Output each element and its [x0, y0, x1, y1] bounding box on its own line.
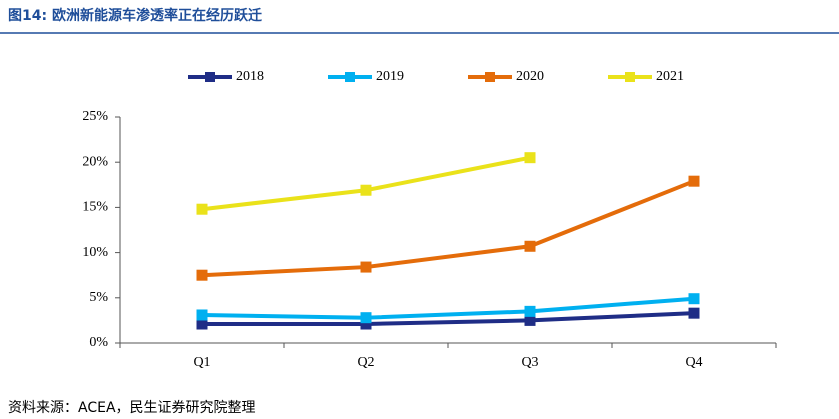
series-line — [201, 179, 695, 278]
series-line — [201, 155, 531, 212]
legend-label: 2020 — [516, 69, 544, 84]
source-note: 资料来源：ACEA，民生证券研究院整理 — [8, 400, 256, 416]
legend-label: 2019 — [376, 69, 404, 84]
point-marker — [360, 261, 372, 273]
point-marker — [524, 240, 536, 252]
point-marker — [360, 312, 372, 324]
legend-marker — [485, 72, 495, 82]
point-marker — [196, 318, 208, 330]
point-marker — [196, 203, 208, 215]
point-marker — [360, 318, 372, 330]
chart-title: 图14: 欧洲新能源车渗透率正在经历跃迁 — [8, 7, 262, 24]
legend-marker — [205, 72, 215, 82]
point-marker — [196, 269, 208, 281]
y-tick-label: 20% — [82, 154, 108, 169]
legend-marker — [625, 72, 635, 82]
legend-label: 2018 — [236, 69, 264, 84]
legend-marker — [345, 72, 355, 82]
y-tick-label: 25% — [82, 109, 108, 124]
y-tick-label: 5% — [89, 290, 108, 305]
point-marker — [688, 293, 700, 305]
y-tick-label: 0% — [89, 335, 108, 350]
x-tick-label: Q2 — [357, 355, 374, 370]
point-marker — [524, 314, 536, 326]
point-marker — [196, 309, 208, 321]
point-marker — [688, 175, 700, 187]
point-marker — [524, 152, 536, 164]
x-tick-label: Q3 — [521, 355, 538, 370]
y-tick-label: 15% — [82, 200, 108, 215]
series-line — [201, 296, 695, 320]
point-marker — [688, 307, 700, 319]
x-tick-label: Q4 — [685, 355, 702, 370]
y-tick-label: 10% — [82, 245, 108, 260]
point-marker — [524, 305, 536, 317]
series-line — [202, 311, 695, 327]
x-tick-label: Q1 — [193, 355, 210, 370]
point-marker — [360, 184, 372, 196]
legend-label: 2021 — [656, 69, 684, 84]
